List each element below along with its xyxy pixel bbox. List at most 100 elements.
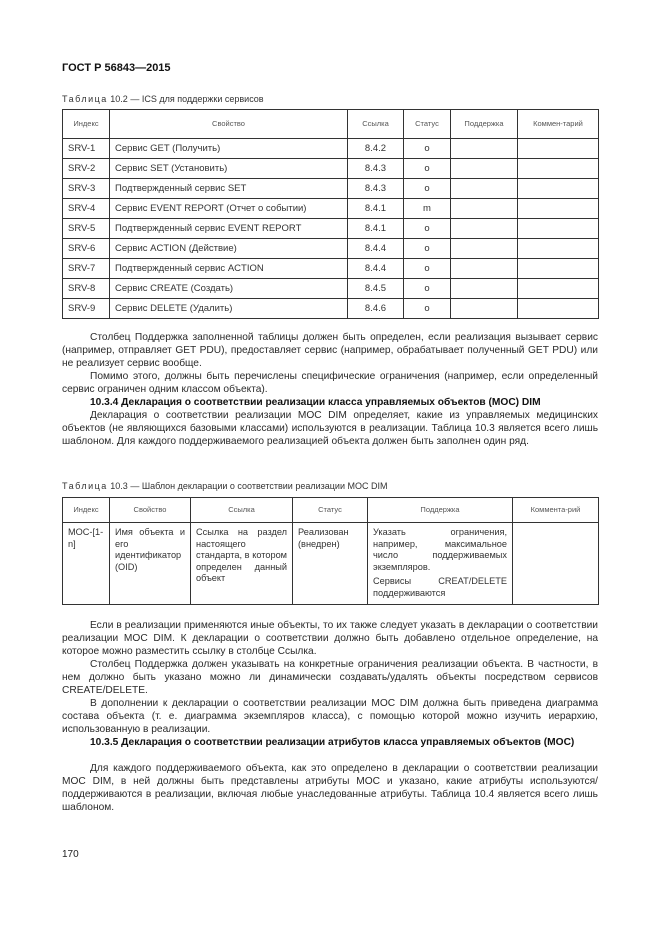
col-header: Статус: [292, 497, 368, 523]
cell-support: [450, 158, 518, 179]
cell-comment: [517, 218, 599, 239]
cell-comment: [517, 178, 599, 199]
cell-status: Реализован (внедрен): [292, 522, 368, 605]
cell-property: Сервис DELETE (Удалить): [109, 298, 348, 319]
cell-reference: 8.4.5: [347, 278, 404, 299]
cell-reference: 8.4.2: [347, 138, 404, 159]
table-row: SRV-6 Сервис ACTION (Действие) 8.4.4 o: [62, 238, 599, 259]
paragraph: Декларация о соответствии реализации MOC…: [62, 410, 598, 447]
cell-status: o: [403, 158, 451, 179]
cell-comment: [517, 258, 599, 279]
table-row: SRV-3 Подтвержденный сервис SET 8.4.3 o: [62, 178, 599, 199]
section-heading-10-3-4: 10.3.4 Декларация о соответствии реализа…: [90, 397, 541, 408]
cell-support: Указать ограничения, например, максималь…: [367, 522, 513, 605]
cell-status: o: [403, 298, 451, 319]
cell-comment: [517, 278, 599, 299]
col-header: Ссылка: [347, 109, 404, 139]
cell-index: SRV-1: [62, 138, 110, 159]
cell-status: m: [403, 198, 451, 219]
cell-index: MOC-[1-n]: [62, 522, 110, 605]
support-text-1: Указать ограничения, например, максималь…: [373, 527, 507, 572]
cell-comment: [517, 198, 599, 219]
cell-index: SRV-3: [62, 178, 110, 199]
table-row: SRV-4 Сервис EVENT REPORT (Отчет о событи…: [62, 198, 599, 219]
col-header: Коммента-рий: [512, 497, 599, 523]
table1-caption: Таблица 10.2 — ICS для поддержки сервисо…: [62, 94, 264, 104]
cell-property: Сервис SET (Установить): [109, 158, 348, 179]
cell-property: Сервис EVENT REPORT (Отчет о событии): [109, 198, 348, 219]
cell-reference: 8.4.6: [347, 298, 404, 319]
col-header: Статус: [403, 109, 451, 139]
cell-index: SRV-9: [62, 298, 110, 319]
cell-status: o: [403, 278, 451, 299]
moc-dim-table: Индекс Свойство Ссылка Статус Поддержка …: [62, 497, 599, 605]
cell-property: Имя объекта и его идентификатор (OID): [109, 522, 191, 605]
cell-comment: [517, 298, 599, 319]
table-row: SRV-5 Подтвержденный сервис EVENT REPORT 8…: [62, 218, 599, 239]
caption-text: 10.3 — Шаблон декларации о соответствии …: [107, 481, 388, 491]
paragraph: Столбец Поддержка заполненной таблицы до…: [62, 332, 598, 369]
caption-prefix: Таблица: [62, 481, 108, 491]
cell-reference: 8.4.1: [347, 198, 404, 219]
table2-caption: Таблица 10.3 — Шаблон декларации о соотв…: [62, 481, 387, 491]
cell-reference: 8.4.4: [347, 258, 404, 279]
cell-property: Сервис GET (Получить): [109, 138, 348, 159]
col-header: Поддержка: [367, 497, 513, 523]
cell-support: [450, 218, 518, 239]
cell-property: Сервис ACTION (Действие): [109, 238, 348, 259]
table-row: SRV-7 Подтвержденный сервис ACTION 8.4.4 o: [62, 258, 599, 279]
cell-reference: 8.4.1: [347, 218, 404, 239]
cell-support: [450, 278, 518, 299]
cell-support: [450, 138, 518, 159]
cell-index: SRV-4: [62, 198, 110, 219]
cell-index: SRV-2: [62, 158, 110, 179]
cell-reference: 8.4.3: [347, 158, 404, 179]
cell-comment: [517, 138, 599, 159]
table-header-row: Индекс Свойство Ссылка Статус Поддержка …: [62, 497, 599, 523]
cell-property: Подтвержденный сервис SET: [109, 178, 348, 199]
cell-property: Подтвержденный сервис ACTION: [109, 258, 348, 279]
caption-prefix: Таблица: [62, 94, 108, 104]
paragraph: Для каждого поддерживаемого объекта, как…: [62, 763, 598, 813]
col-header: Свойство: [109, 109, 348, 139]
cell-reference: 8.4.4: [347, 238, 404, 259]
table-row: SRV-1 Сервис GET (Получить) 8.4.2 o: [62, 138, 599, 159]
cell-index: SRV-6: [62, 238, 110, 259]
cell-status: o: [403, 178, 451, 199]
cell-reference: 8.4.3: [347, 178, 404, 199]
table-row: MOC-[1-n] Имя объекта и его идентификато…: [62, 522, 599, 605]
cell-comment: [517, 238, 599, 259]
col-header: Поддержка: [450, 109, 518, 139]
col-header: Ссылка: [190, 497, 293, 523]
cell-status: o: [403, 138, 451, 159]
cell-index: SRV-8: [62, 278, 110, 299]
services-table: Индекс Свойство Ссылка Статус Поддержка …: [62, 109, 599, 319]
cell-status: o: [403, 238, 451, 259]
cell-support: [450, 198, 518, 219]
support-text-2: Сервисы CREAT/DELETE поддерживаются: [373, 576, 507, 598]
page-number: 170: [62, 849, 79, 860]
table-row: SRV-9 Сервис DELETE (Удалить) 8.4.6 o: [62, 298, 599, 319]
cell-support: [450, 258, 518, 279]
paragraph: В дополнении к декларации о соответствии…: [62, 698, 598, 735]
cell-status: o: [403, 218, 451, 239]
col-header: Индекс: [62, 109, 110, 139]
col-header: Коммен-тарий: [517, 109, 599, 139]
cell-reference: Ссылка на раздел настоящего стандарта, в…: [190, 522, 293, 605]
table-row: SRV-8 Сервис CREATE (Создать) 8.4.5 o: [62, 278, 599, 299]
col-header: Свойство: [109, 497, 191, 523]
document-header: ГОСТ Р 56843—2015: [62, 62, 171, 74]
paragraph: Если в реализации применяются иные объек…: [62, 620, 598, 657]
col-header: Индекс: [62, 497, 110, 523]
cell-comment: [517, 158, 599, 179]
section-heading-10-3-5: 10.3.5 Декларация о соответствии реализа…: [90, 737, 575, 748]
cell-index: SRV-5: [62, 218, 110, 239]
table-row: SRV-2 Сервис SET (Установить) 8.4.3 o: [62, 158, 599, 179]
cell-support: [450, 298, 518, 319]
cell-support: [450, 238, 518, 259]
cell-support: [450, 178, 518, 199]
caption-text: 10.2 — ICS для поддержки сервисов: [107, 94, 264, 104]
cell-comment: [512, 522, 599, 605]
paragraph: Столбец Поддержка должен указывать на ко…: [62, 659, 598, 696]
cell-property: Подтвержденный сервис EVENT REPORT: [109, 218, 348, 239]
